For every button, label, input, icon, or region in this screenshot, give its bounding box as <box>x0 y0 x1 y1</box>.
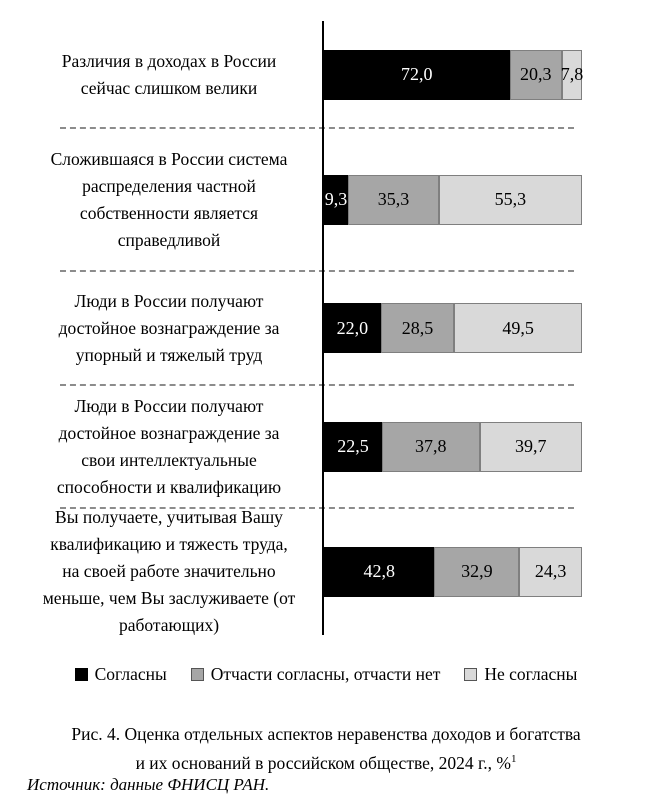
legend-item-partly: Отчасти согласны, отчасти нет <box>190 664 441 685</box>
chart-row: Различия в доходах в России сейчас слишк… <box>0 21 652 128</box>
bar-segment-agree: 22,0 <box>324 303 381 353</box>
bar-segment-partly: 28,5 <box>380 303 455 353</box>
figure-caption: Рис. 4. Оценка отдельных аспектов нераве… <box>0 722 652 776</box>
legend-item-disagree: Не согласны <box>464 664 577 685</box>
caption-line-2-text: и их оснований в российском обществе, 20… <box>135 752 511 773</box>
legend-label-agree: Согласны <box>94 664 167 684</box>
inequality-stacked-bar-chart: Различия в доходах в России сейчас слишк… <box>0 21 652 635</box>
legend-item-agree: Согласны <box>74 664 167 685</box>
chart-axis-line <box>322 21 324 635</box>
bar-segment-agree: 42,8 <box>324 546 435 597</box>
bar-segment-disagree: 39,7 <box>479 421 582 472</box>
bar-segment-disagree: 49,5 <box>454 303 582 353</box>
bar-segment-partly: 20,3 <box>509 49 562 100</box>
legend-swatch-agree-icon <box>74 668 88 681</box>
legend-swatch-partly-icon <box>190 668 204 681</box>
bar-segment-disagree: 7,8 <box>561 49 583 100</box>
stacked-bar: 22,0 28,5 49,5 <box>324 303 582 353</box>
legend-label-disagree: Не согласны <box>484 664 578 684</box>
stacked-bar: 22,5 37,8 39,7 <box>324 421 582 472</box>
chart-rows: Различия в доходах в России сейчас слишк… <box>0 21 652 635</box>
chart-legend: Согласны Отчасти согласны, отчасти нет Не … <box>0 664 652 685</box>
bar-segment-partly: 32,9 <box>434 546 520 597</box>
bar-segment-agree: 22,5 <box>324 421 383 472</box>
bar-segment-agree: 72,0 <box>324 49 510 100</box>
chart-row: Сложившаяся в России система распределен… <box>0 127 652 271</box>
chart-row: Люди в России получают достойное вознагр… <box>0 384 652 508</box>
stacked-bar: 9,3 35,3 55,3 <box>324 174 582 225</box>
caption-line-2: и их оснований в российском обществе, 20… <box>0 747 652 776</box>
category-label: Люди в России получают достойное вознагр… <box>58 290 280 365</box>
bar-segment-partly: 37,8 <box>382 421 480 472</box>
bar-segment-partly: 35,3 <box>347 174 440 225</box>
chart-row: Вы получаете, учитывая Вашу квалификацию… <box>0 507 652 635</box>
source-note: Источник: данные ФНИСЦ РАН. <box>27 775 270 794</box>
legend-swatch-disagree-icon <box>464 668 478 681</box>
caption-line-1: Рис. 4. Оценка отдельных аспектов нераве… <box>71 724 581 744</box>
stacked-bar: 72,0 20,3 7,8 <box>324 49 583 100</box>
bar-segment-disagree: 55,3 <box>439 174 582 225</box>
bar-segment-disagree: 24,3 <box>519 546 582 597</box>
caption-footnote-marker: 1 <box>510 753 517 765</box>
category-label: Люди в России получают достойное вознагр… <box>56 395 282 497</box>
bar-segment-agree: 9,3 <box>324 174 348 225</box>
chart-row: Люди в России получают достойное вознагр… <box>0 270 652 385</box>
category-label: Вы получаете, учитывая Вашу квалификацию… <box>42 507 296 635</box>
category-label: Различия в доходах в России сейчас слишк… <box>61 50 277 98</box>
category-label: Сложившаяся в России система распределен… <box>50 148 288 250</box>
legend-label-partly: Отчасти согласны, отчасти нет <box>210 664 441 684</box>
stacked-bar: 42,8 32,9 24,3 <box>324 546 582 597</box>
